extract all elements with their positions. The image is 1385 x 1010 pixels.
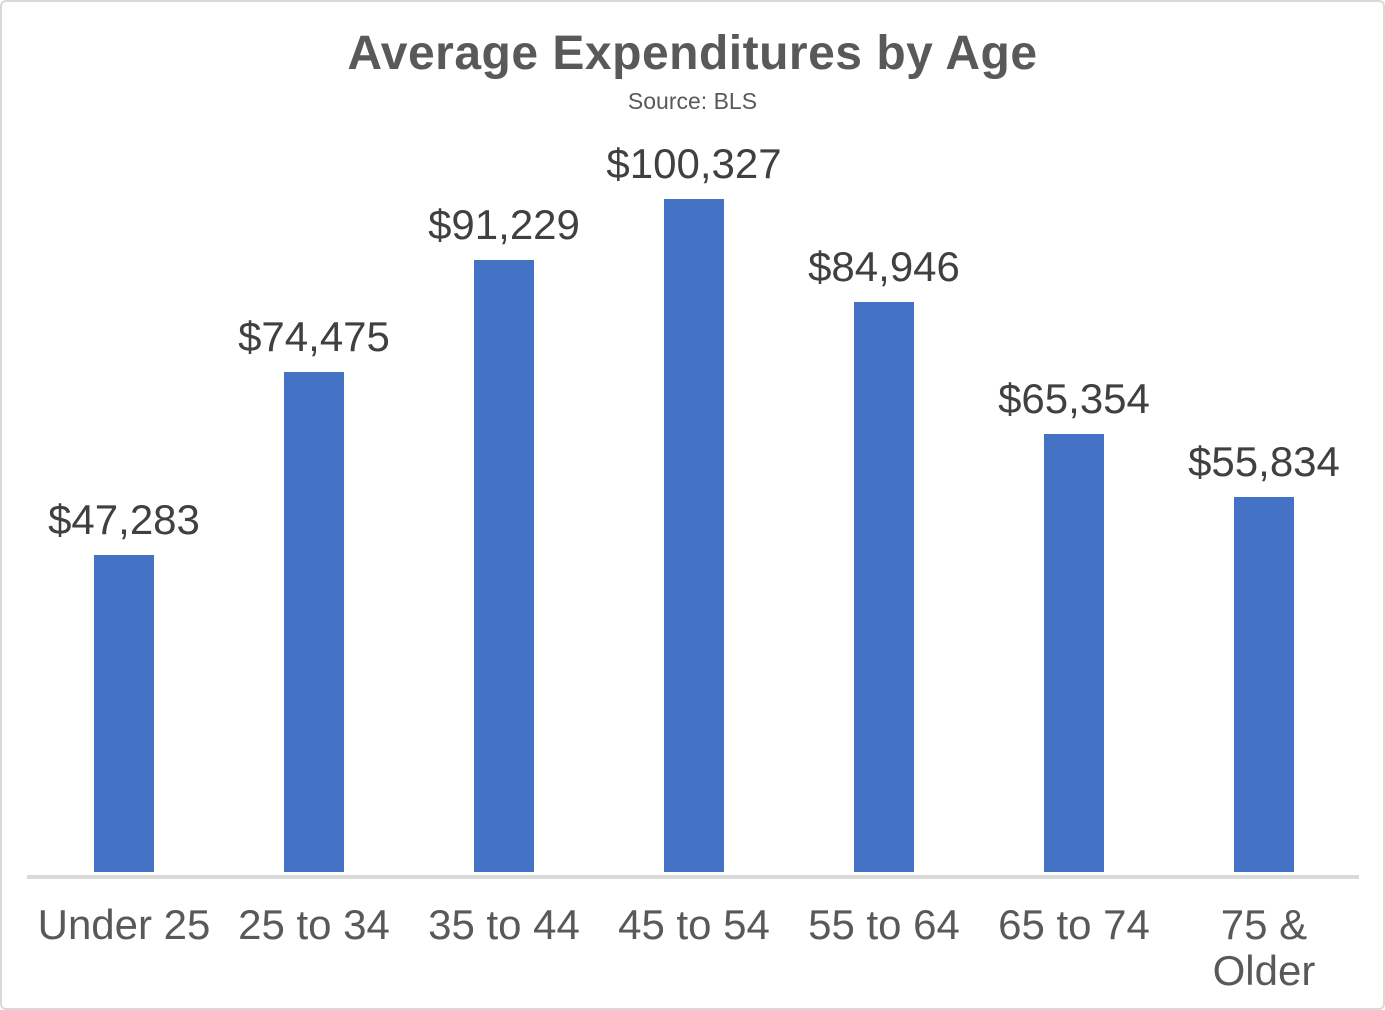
bar-value-label: $74,475: [238, 313, 390, 360]
x-axis-tick-label: 55 to 64: [808, 901, 960, 948]
bar: [854, 302, 914, 872]
bar-value-label: $55,834: [1188, 438, 1340, 485]
x-axis-tick-label: 75 & Older: [1212, 901, 1316, 994]
x-axis-tick-label: 25 to 34: [238, 901, 390, 948]
x-axis-tick-label: 35 to 44: [428, 901, 580, 948]
bar: [94, 555, 154, 872]
bar-value-label: $84,946: [808, 243, 960, 290]
bar: [474, 260, 534, 872]
bar-value-label: $91,229: [428, 201, 580, 248]
chart-subtitle: Source: BLS: [627, 88, 758, 114]
x-axis-tick-label: 45 to 54: [618, 901, 770, 948]
x-axis-tick-label: 65 to 74: [998, 901, 1150, 948]
bar-value-label: $100,327: [606, 140, 782, 187]
bar: [664, 199, 724, 872]
x-axis-line: [27, 875, 1359, 879]
bar: [284, 372, 344, 872]
bar-value-label: $65,354: [998, 375, 1150, 422]
bar: [1234, 497, 1294, 872]
x-axis-tick-label: Under 25: [37, 901, 211, 948]
bar-value-label: $47,283: [48, 496, 200, 543]
bar: [1044, 434, 1104, 872]
chart-title: Average Expenditures by Age: [347, 27, 1038, 80]
